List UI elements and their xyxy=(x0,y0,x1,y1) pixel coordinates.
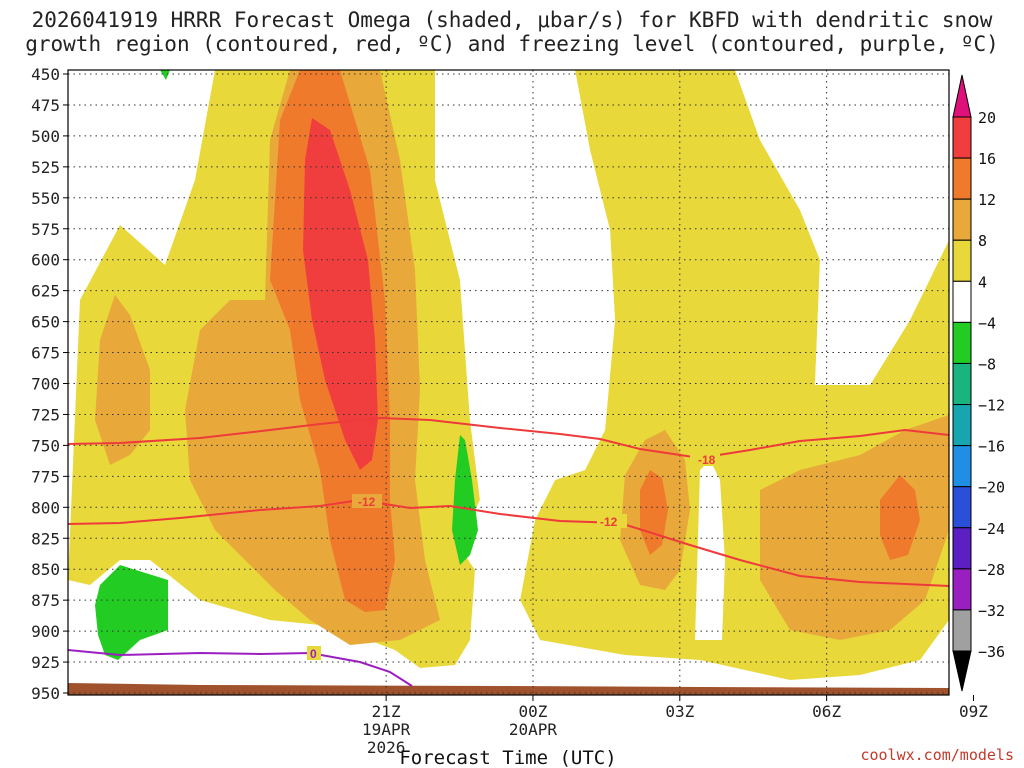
colorbar-swatch xyxy=(952,116,972,159)
colorbar-bottom-arrow xyxy=(952,650,972,692)
colorbar-swatch xyxy=(952,198,972,241)
dgz-upper-label-center: 8 xyxy=(368,415,375,429)
ground-surface xyxy=(68,683,949,695)
dgz-upper-contour xyxy=(68,416,949,460)
y-tick-label: 875 xyxy=(31,591,60,610)
y-tick-label: 900 xyxy=(31,622,60,641)
colorbar-swatch xyxy=(952,362,972,406)
colorbar-label: −12 xyxy=(978,397,1005,415)
y-tick-label: 950 xyxy=(31,684,60,703)
colorbar-label: −36 xyxy=(978,643,1005,661)
chart-title: 2026041919 HRRR Forecast Omega (shaded, … xyxy=(0,8,1024,56)
omega-shade-neg4-neg8-low xyxy=(95,565,168,660)
y-tick-label: 825 xyxy=(31,529,60,548)
x-axis: 21Z19APR202600Z20APR03Z06Z09Z12Z xyxy=(362,695,988,757)
colorbar-label: 4 xyxy=(978,273,987,291)
colorbar-label: −28 xyxy=(978,561,1005,579)
colorbar-label: 8 xyxy=(978,232,987,250)
x-tick-date: 19APR xyxy=(362,720,411,739)
colorbar-label: −4 xyxy=(978,314,996,332)
dgz-upper-label: -18 xyxy=(698,453,716,467)
colorbar-label: 16 xyxy=(978,150,996,168)
freezing-level-contour xyxy=(68,649,413,687)
x-tick-label: 09Z xyxy=(959,702,988,721)
freezing-label-bg xyxy=(307,646,321,660)
omega-shade-neg4-neg8-03z xyxy=(452,435,478,565)
plot-frame xyxy=(67,69,950,696)
colorbar-swatch xyxy=(952,404,972,447)
title-line-2: growth region (contoured, red, ºC) and f… xyxy=(25,32,999,56)
omega-shade-8-12-left xyxy=(95,295,150,465)
x-tick-label: 03Z xyxy=(665,702,694,721)
x-tick-year: 2026 xyxy=(367,738,406,757)
colorbar-label: 20 xyxy=(978,109,996,127)
omega-shade-neg4-neg8-top xyxy=(160,70,170,80)
colorbar-swatch xyxy=(952,527,972,570)
dgz-lower-label-bg xyxy=(352,494,382,508)
colorbar-label: −20 xyxy=(978,479,1005,497)
grid-lines xyxy=(68,70,949,695)
y-tick-label: 850 xyxy=(31,560,60,579)
colorbar: 20 16 12 8 4 −4 −8 −12 −16 −20 −24 −28 −32 −36 xyxy=(952,74,1005,692)
y-axis: 450 475 500 525 550 575 600 625 650 675 700 725 750 7… xyxy=(31,65,68,703)
y-tick-label: 525 xyxy=(31,158,60,177)
x-tick-label: 21Z xyxy=(372,702,401,721)
y-tick-label: 800 xyxy=(31,498,60,517)
credit-link[interactable]: coolwx.com/models xyxy=(860,746,1014,764)
y-tick-label: 550 xyxy=(31,189,60,208)
y-tick-label: 450 xyxy=(31,65,60,84)
y-tick-label: 650 xyxy=(31,313,60,332)
dgz-lower-label-bg-2 xyxy=(597,514,627,528)
x-tick-label: 06Z xyxy=(812,702,841,721)
y-tick-label: 925 xyxy=(31,653,60,672)
colorbar-swatch xyxy=(952,445,972,488)
title-line-1: 2026041919 HRRR Forecast Omega (shaded, … xyxy=(31,8,993,32)
colorbar-swatch xyxy=(952,239,972,282)
colorbar-swatch xyxy=(952,157,972,200)
y-tick-label: 625 xyxy=(31,282,60,301)
colorbar-label: −32 xyxy=(978,602,1005,620)
colorbar-swatch xyxy=(952,321,972,364)
omega-shade-white-gap-1 xyxy=(435,70,615,668)
dgz-lower-label: -12 xyxy=(358,495,376,509)
y-tick-label: 725 xyxy=(31,405,60,424)
y-tick-label: 775 xyxy=(31,467,60,486)
colorbar-label: 12 xyxy=(978,191,996,209)
colorbar-swatch xyxy=(952,568,972,611)
omega-shade-12-16-06z xyxy=(640,470,668,555)
dgz-lower-label-2: -12 xyxy=(600,515,618,529)
y-tick-label: 600 xyxy=(31,251,60,270)
colorbar-top-arrow xyxy=(952,74,972,118)
x-tick-label: 00Z xyxy=(519,702,548,721)
y-tick-label: 700 xyxy=(31,375,60,394)
y-tick-label: 575 xyxy=(31,220,60,239)
colorbar-swatch xyxy=(952,486,972,529)
dgz-lower-contour xyxy=(68,498,949,587)
omega-shade-white-gap-3 xyxy=(735,70,949,385)
y-tick-label: 675 xyxy=(31,344,60,363)
plot-area: -18 8 -12 -12 0 xyxy=(68,70,949,695)
colorbar-label: −8 xyxy=(978,355,996,373)
x-tick-date: 20APR xyxy=(509,720,558,739)
y-tick-label: 500 xyxy=(31,127,60,146)
y-tick-label: 475 xyxy=(31,96,60,115)
colorbar-label: −24 xyxy=(978,520,1005,538)
colorbar-swatch xyxy=(952,609,972,652)
omega-shade-16-20-core xyxy=(303,118,378,470)
y-tick-label: 750 xyxy=(31,436,60,455)
dgz-upper-label-bg xyxy=(690,452,720,466)
colorbar-label: −16 xyxy=(978,438,1005,456)
freezing-level-label: 0 xyxy=(310,647,317,661)
colorbar-swatch xyxy=(952,280,972,323)
x-axis-label: Forecast Time (UTC) xyxy=(399,747,616,768)
